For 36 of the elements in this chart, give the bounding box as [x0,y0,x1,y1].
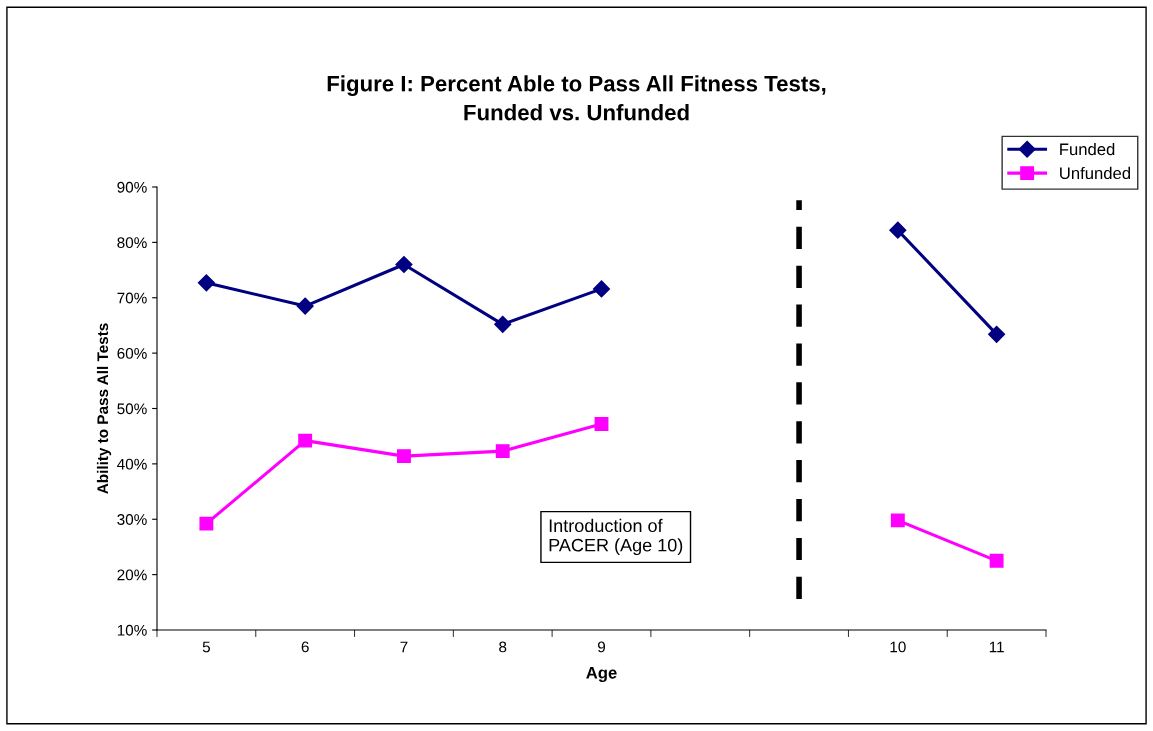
y-tick-label: 10% [117,624,147,636]
y-tick-label: 30% [117,514,147,525]
x-tick-label: 8 [499,641,507,653]
point [197,274,215,292]
point [395,255,413,274]
y-tick-label: 20% [117,569,147,581]
x-tick-label: 9 [597,641,606,653]
x-tick-label: 11 [989,641,1004,653]
chart-title: Figure I: Percent Able to Pass All Fitness Tests, Funded vs. Unfunded [327,75,826,121]
point [494,315,512,333]
x-tick-label: 10 [890,641,906,653]
x-tick-label: 7 [400,641,408,653]
point [988,325,1006,343]
legend-label: Unfunded [1060,166,1131,180]
point [495,444,510,459]
point [396,449,411,464]
y-axis-title: Ability to Pass All Tests [96,323,112,494]
point [989,553,1004,568]
y-tick-label: 50% [117,403,147,415]
y-tick-label: 70% [117,292,147,304]
x-axis-title: Age [586,667,617,682]
point [890,513,905,528]
x-tick-label: 5 [202,641,210,653]
point [889,221,907,239]
y-tick-label: 60% [117,347,147,359]
point [594,417,609,431]
point [199,516,214,531]
y-tick-label: 80% [117,237,147,249]
y-tick-label: 40% [117,458,147,470]
y-tick-label: 90% [117,181,147,193]
point [298,433,313,448]
x-tick-label: 6 [301,641,309,653]
legend-label: Funded [1060,143,1115,156]
point [592,280,611,298]
annotation: Introduction of PACER (Age 10) [549,518,683,556]
point [296,297,314,315]
